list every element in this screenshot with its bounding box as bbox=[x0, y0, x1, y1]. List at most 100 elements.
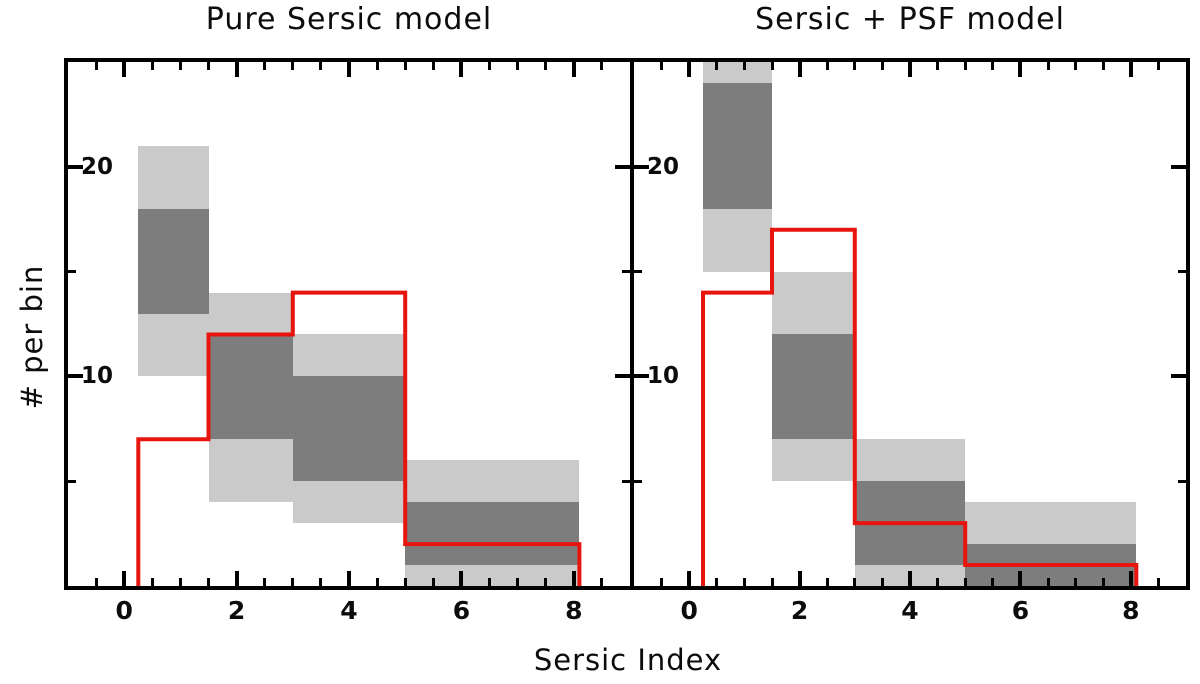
panel-sersic-psf: 0 2 4 6 8 10 20 bbox=[630, 58, 1190, 625]
y-major-tick-left bbox=[68, 164, 83, 169]
x-major-tick-top bbox=[1018, 62, 1023, 77]
x-minor-tick-bottom bbox=[880, 578, 884, 586]
x-major-tick-bottom bbox=[1018, 571, 1023, 586]
x-major-tick-bottom bbox=[347, 571, 351, 586]
x-minor-tick-top bbox=[825, 62, 829, 70]
x-minor-tick-top bbox=[1046, 62, 1050, 70]
x-major-tick-top bbox=[459, 62, 464, 77]
x-minor-tick-bottom bbox=[178, 578, 182, 586]
y-minor-tick-right bbox=[622, 479, 630, 483]
y-minor-tick-right bbox=[1178, 270, 1186, 274]
panel-title-sersic-psf: Sersic + PSF model bbox=[755, 2, 1065, 37]
x-minor-tick-bottom bbox=[431, 578, 435, 586]
x-minor-tick-bottom bbox=[715, 578, 719, 586]
x-minor-tick-bottom bbox=[291, 578, 295, 586]
x-minor-tick-top bbox=[853, 62, 857, 70]
x-minor-tick-top bbox=[1156, 62, 1160, 70]
x-minor-tick-top bbox=[1101, 62, 1105, 70]
x-major-tick-bottom bbox=[687, 571, 692, 586]
band-inner bbox=[208, 334, 293, 440]
x-minor-tick-bottom bbox=[853, 578, 857, 586]
x-major-tick-top bbox=[347, 62, 351, 77]
x-minor-tick-bottom bbox=[544, 578, 548, 586]
x-major-tick-top bbox=[1128, 62, 1133, 77]
band-inner bbox=[854, 481, 966, 566]
x-major-tick-bottom bbox=[122, 571, 127, 586]
x-minor-tick-top bbox=[150, 62, 154, 70]
x-major-tick-top bbox=[122, 62, 127, 77]
x-minor-tick-top bbox=[516, 62, 520, 70]
x-major-tick-bottom bbox=[797, 571, 802, 586]
x-major-tick-top bbox=[687, 62, 692, 77]
x-major-tick-top bbox=[797, 62, 802, 77]
x-minor-tick-top bbox=[936, 62, 940, 70]
x-minor-tick-bottom bbox=[825, 578, 829, 586]
x-minor-tick-bottom bbox=[963, 578, 967, 586]
x-major-tick-bottom bbox=[459, 571, 464, 586]
x-tick-label: 2 bbox=[790, 596, 809, 625]
x-minor-tick-bottom bbox=[488, 578, 491, 586]
x-minor-tick-top bbox=[1074, 62, 1078, 70]
x-minor-tick-top bbox=[742, 62, 746, 70]
y-major-tick-left bbox=[68, 374, 83, 379]
x-minor-tick-top bbox=[715, 62, 719, 70]
x-tick-label: 2 bbox=[227, 596, 246, 625]
x-major-tick-bottom bbox=[908, 571, 912, 586]
x-minor-tick-top bbox=[263, 62, 267, 70]
x-minor-tick-bottom bbox=[207, 578, 210, 586]
x-tick-label: 6 bbox=[452, 596, 471, 625]
band-inner bbox=[138, 208, 209, 314]
x-minor-tick-top bbox=[600, 62, 604, 70]
y-major-tick-right bbox=[615, 164, 630, 169]
y-axis-label: # per bin bbox=[15, 264, 49, 410]
x-tick-label: 4 bbox=[340, 596, 358, 625]
x-major-tick-top bbox=[908, 62, 912, 77]
x-minor-tick-bottom bbox=[1156, 578, 1160, 586]
x-tick-label: 6 bbox=[1011, 596, 1030, 625]
x-minor-tick-bottom bbox=[319, 578, 323, 586]
x-minor-tick-bottom bbox=[150, 578, 154, 586]
y-minor-tick-right bbox=[1178, 479, 1186, 483]
x-minor-tick-top bbox=[375, 62, 379, 70]
band-inner bbox=[703, 82, 772, 209]
x-minor-tick-bottom bbox=[516, 578, 520, 586]
x-major-tick-bottom bbox=[571, 571, 576, 586]
x-minor-tick-bottom bbox=[660, 578, 664, 586]
x-minor-tick-bottom bbox=[263, 578, 267, 586]
x-tick-label: 0 bbox=[115, 596, 133, 625]
panel-pure-sersic: 0 2 4 6 8 10 20 bbox=[64, 58, 634, 625]
x-tick-label: 4 bbox=[901, 596, 919, 625]
x-minor-tick-top bbox=[403, 62, 407, 70]
y-major-tick-right bbox=[1171, 374, 1186, 379]
x-minor-tick-top bbox=[178, 62, 182, 70]
x-minor-tick-bottom bbox=[770, 578, 774, 586]
x-minor-tick-bottom bbox=[94, 578, 98, 586]
x-minor-tick-top bbox=[770, 62, 774, 70]
x-minor-tick-bottom bbox=[600, 578, 604, 586]
x-minor-tick-bottom bbox=[742, 578, 746, 586]
x-major-tick-bottom bbox=[1128, 571, 1133, 586]
x-minor-tick-top bbox=[660, 62, 664, 70]
band-inner bbox=[405, 502, 580, 566]
x-tick-label: 8 bbox=[565, 596, 583, 625]
x-minor-tick-bottom bbox=[1046, 578, 1050, 586]
x-tick-label: 0 bbox=[680, 596, 698, 625]
x-minor-tick-top bbox=[319, 62, 323, 70]
y-major-tick-left bbox=[634, 374, 649, 379]
y-minor-tick-left bbox=[68, 479, 76, 483]
y-tick-label: 10 bbox=[81, 363, 114, 390]
y-minor-tick-left bbox=[634, 270, 642, 274]
x-minor-tick-bottom bbox=[1101, 578, 1105, 586]
y-major-tick-left bbox=[634, 164, 649, 169]
x-tick-label: 8 bbox=[1122, 596, 1140, 625]
x-minor-tick-top bbox=[488, 62, 491, 70]
x-axis-label: Sersic Index bbox=[533, 643, 723, 677]
y-tick-label: 20 bbox=[647, 153, 680, 180]
x-minor-tick-bottom bbox=[1074, 578, 1078, 586]
x-major-tick-top bbox=[571, 62, 576, 77]
x-minor-tick-top bbox=[207, 62, 210, 70]
x-minor-tick-top bbox=[963, 62, 967, 70]
x-major-tick-bottom bbox=[234, 571, 239, 586]
panel-title-pure-sersic: Pure Sersic model bbox=[205, 2, 493, 37]
